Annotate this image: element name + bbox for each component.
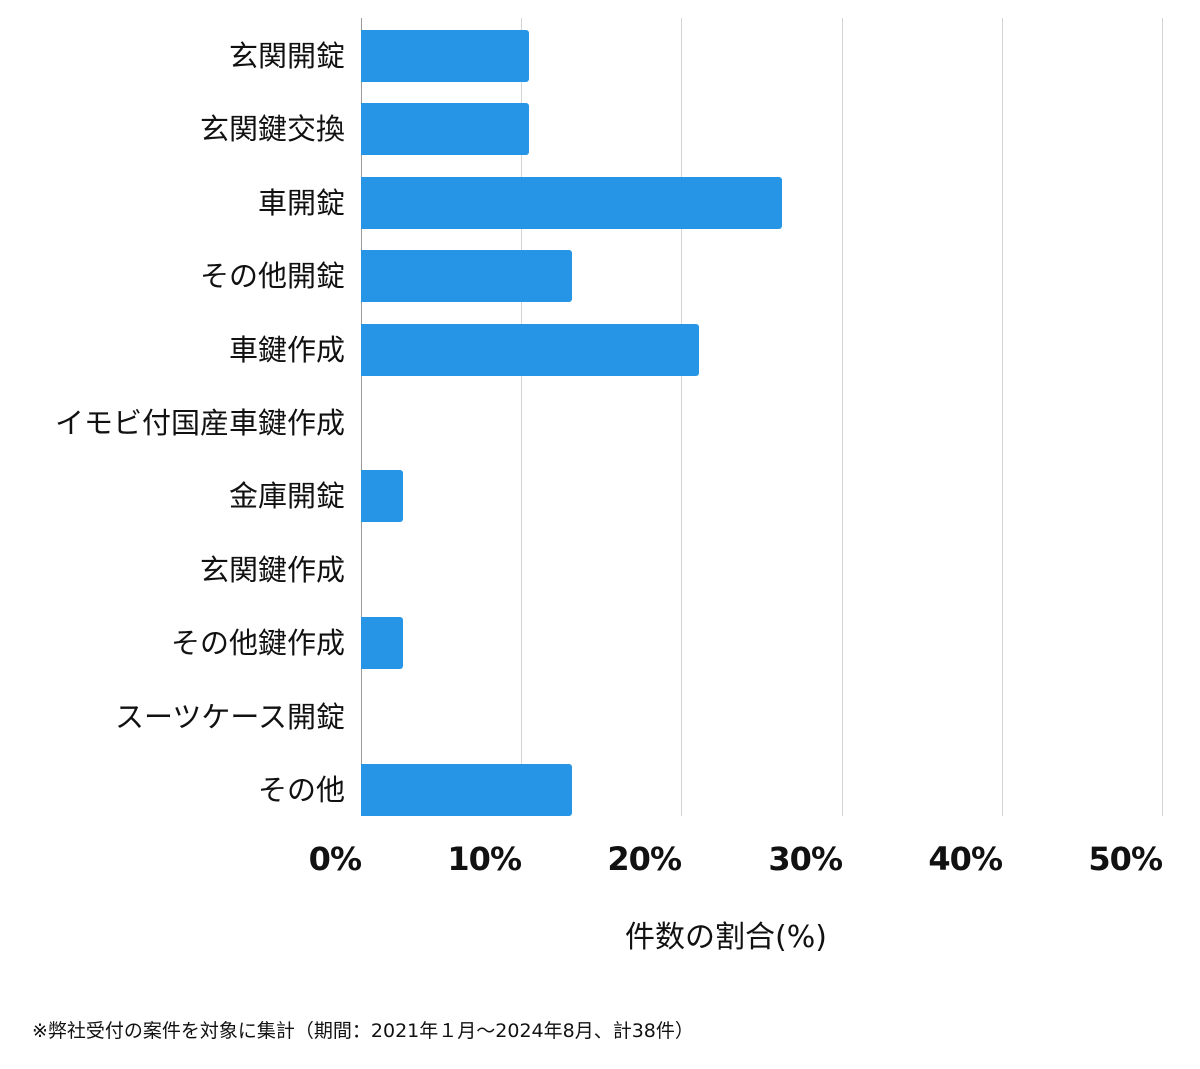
footnote: ※弊社受付の案件を対象に集計（期間：2021年１月～2024年8月、計38件）	[32, 1020, 694, 1042]
x-tick-label: 10%	[447, 840, 522, 878]
y-axis-line	[361, 18, 362, 816]
bar	[361, 324, 699, 376]
category-label: その他鍵作成	[170, 626, 345, 660]
category-label: その他開錠	[199, 259, 345, 293]
gridline	[842, 18, 843, 816]
category-label: 車開錠	[257, 186, 345, 220]
gridline	[1162, 18, 1163, 816]
x-tick-label: 40%	[928, 840, 1003, 878]
bar	[361, 250, 572, 302]
bar	[361, 103, 529, 155]
bar	[361, 617, 403, 669]
category-label: 金庫開錠	[228, 479, 345, 513]
bar	[361, 470, 403, 522]
x-axis-label: 件数の割合(%)	[625, 920, 827, 955]
bar	[361, 764, 572, 816]
x-tick-label: 0%	[308, 840, 362, 878]
category-label: 玄関鍵作成	[199, 553, 345, 587]
category-label: スーツケース開錠	[115, 700, 345, 734]
gridline	[1002, 18, 1003, 816]
category-label: 玄関鍵交換	[199, 112, 345, 146]
category-label: 玄関開錠	[228, 39, 345, 73]
bar	[361, 177, 782, 229]
x-tick-label: 30%	[768, 840, 843, 878]
gridline	[681, 18, 682, 816]
gridline	[521, 18, 522, 816]
category-label: その他	[257, 773, 345, 807]
category-label: イモビ付国産車鍵作成	[54, 406, 345, 440]
x-tick-label: 20%	[607, 840, 682, 878]
x-tick-label: 50%	[1088, 840, 1163, 878]
category-label: 車鍵作成	[228, 333, 345, 367]
bar	[361, 30, 529, 82]
